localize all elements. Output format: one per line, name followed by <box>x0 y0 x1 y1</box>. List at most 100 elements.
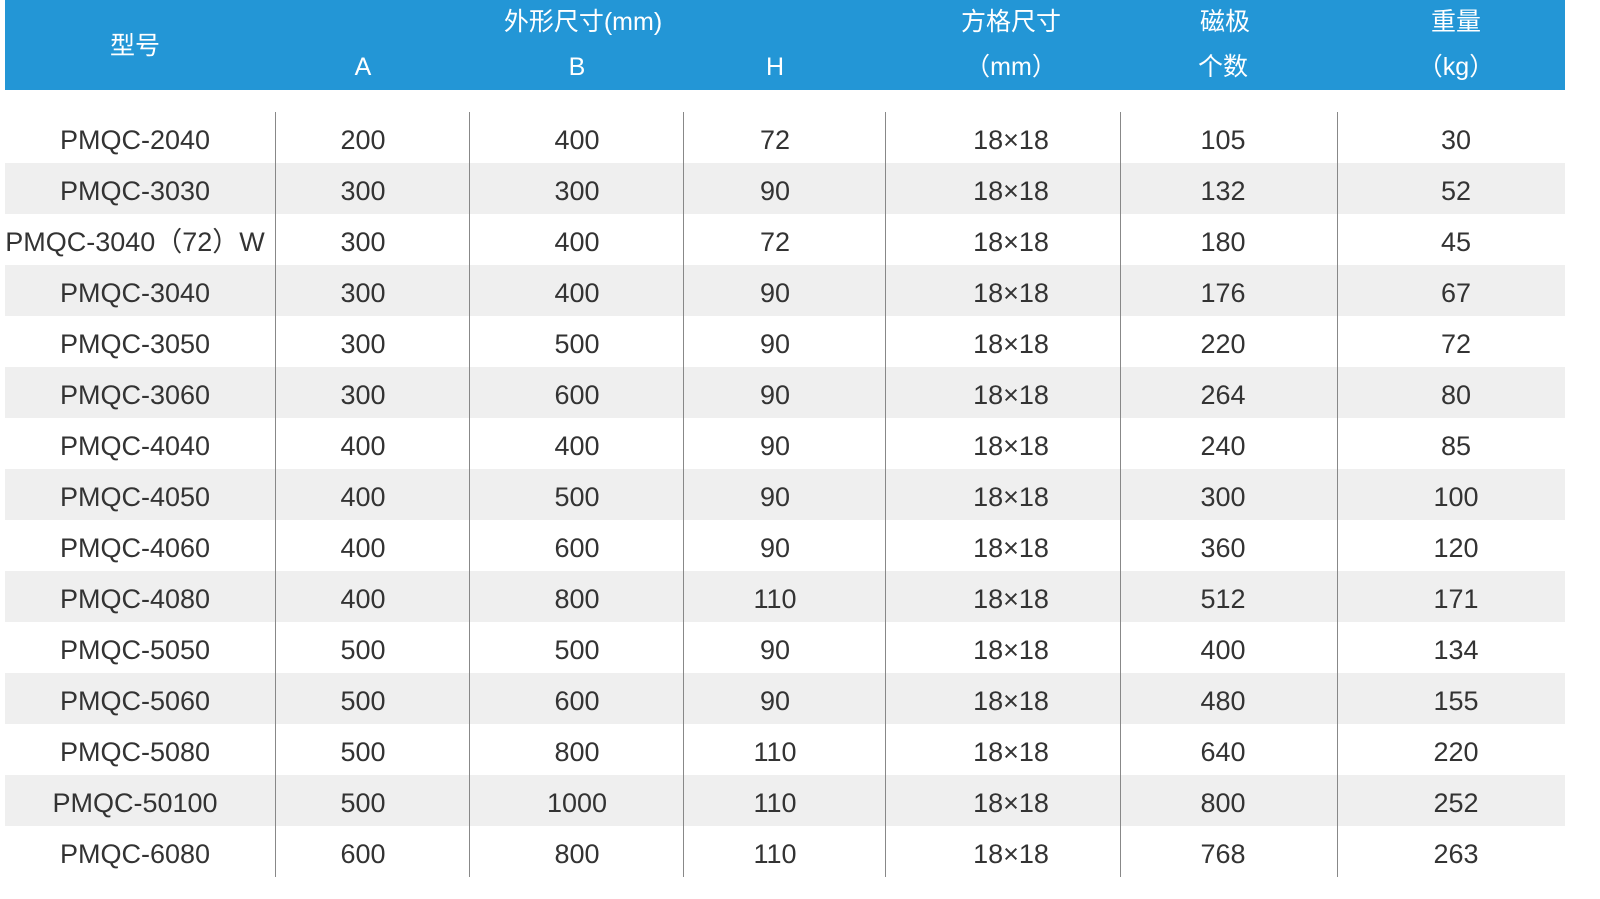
cell-grid-size: 18×18 <box>973 227 1049 257</box>
cell-poles: 264 <box>1200 380 1246 410</box>
table-row: PMQC-3050 300 500 90 18×18 220 72 <box>5 316 1565 367</box>
cell-model: PMQC-4080 <box>59 584 211 614</box>
cell-weight: 72 <box>1440 329 1472 359</box>
header-model: 型号 <box>109 32 161 60</box>
cell-grid-size: 18×18 <box>973 635 1049 665</box>
cell-grid-size: 18×18 <box>973 380 1049 410</box>
header-h: H <box>765 53 785 81</box>
header-grid-size: 方格尺寸 <box>960 8 1062 36</box>
cell-b: 400 <box>554 125 600 155</box>
cell-b: 400 <box>554 227 600 257</box>
table-row: PMQC-6080 600 800 110 18×18 768 263 <box>5 826 1565 877</box>
cell-weight: 85 <box>1440 431 1472 461</box>
cell-model: PMQC-5060 <box>59 686 211 716</box>
cell-grid-size: 18×18 <box>973 125 1049 155</box>
cell-a: 500 <box>340 788 386 818</box>
table-row: PMQC-4040 400 400 90 18×18 240 85 <box>5 418 1565 469</box>
cell-a: 500 <box>340 737 386 767</box>
cell-h: 72 <box>759 125 791 155</box>
cell-poles: 220 <box>1200 329 1246 359</box>
cell-h: 110 <box>753 839 797 869</box>
cell-poles: 800 <box>1200 788 1246 818</box>
column-divider <box>885 112 886 877</box>
column-divider <box>1120 112 1121 877</box>
cell-b: 600 <box>554 686 600 716</box>
cell-model: PMQC-2040 <box>59 125 211 155</box>
cell-b: 600 <box>554 533 600 563</box>
cell-h: 90 <box>759 431 791 461</box>
cell-model: PMQC-50100 <box>52 788 218 818</box>
cell-a: 400 <box>340 431 386 461</box>
cell-poles: 512 <box>1200 584 1246 614</box>
cell-model: PMQC-4040 <box>59 431 211 461</box>
cell-poles: 240 <box>1200 431 1246 461</box>
cell-model: PMQC-3040 <box>59 278 211 308</box>
table-row: PMQC-3040（72）W 300 400 72 18×18 180 45 <box>5 214 1565 265</box>
cell-grid-size: 18×18 <box>973 431 1049 461</box>
cell-a: 400 <box>340 584 386 614</box>
cell-model: PMQC-5050 <box>59 635 211 665</box>
cell-poles: 132 <box>1200 176 1246 206</box>
cell-b: 500 <box>554 482 600 512</box>
cell-a: 300 <box>340 278 386 308</box>
cell-grid-size: 18×18 <box>973 482 1049 512</box>
cell-b: 800 <box>554 737 600 767</box>
header-poles: 磁极 <box>1199 8 1251 36</box>
cell-model: PMQC-3040（72）W <box>5 227 265 257</box>
cell-a: 500 <box>340 686 386 716</box>
cell-model: PMQC-3060 <box>59 380 211 410</box>
cell-a: 300 <box>340 176 386 206</box>
table-row: PMQC-3040 300 400 90 18×18 176 67 <box>5 265 1565 316</box>
cell-h: 90 <box>759 278 791 308</box>
cell-grid-size: 18×18 <box>973 329 1049 359</box>
cell-h: 110 <box>753 584 797 614</box>
cell-b: 400 <box>554 431 600 461</box>
cell-weight: 30 <box>1440 125 1472 155</box>
cell-poles: 176 <box>1200 278 1246 308</box>
cell-poles: 180 <box>1200 227 1246 257</box>
column-divider <box>1337 112 1338 877</box>
cell-h: 90 <box>759 329 791 359</box>
cell-weight: 80 <box>1440 380 1472 410</box>
cell-b: 800 <box>554 839 600 869</box>
table-row: PMQC-4080 400 800 110 18×18 512 171 <box>5 571 1565 622</box>
cell-grid-size: 18×18 <box>973 788 1049 818</box>
cell-weight: 45 <box>1440 227 1472 257</box>
cell-grid-size: 18×18 <box>973 176 1049 206</box>
cell-grid-size: 18×18 <box>973 839 1049 869</box>
cell-weight: 252 <box>1433 788 1479 818</box>
table-row: PMQC-5080 500 800 110 18×18 640 220 <box>5 724 1565 775</box>
cell-poles: 105 <box>1200 125 1246 155</box>
table-header <box>5 0 1565 90</box>
cell-model: PMQC-3030 <box>59 176 211 206</box>
cell-weight: 134 <box>1433 635 1479 665</box>
cell-h: 90 <box>759 176 791 206</box>
cell-grid-size: 18×18 <box>973 533 1049 563</box>
header-weight-unit: （kg） <box>1417 53 1495 81</box>
table-row: PMQC-5050 500 500 90 18×18 400 134 <box>5 622 1565 673</box>
cell-h: 72 <box>759 227 791 257</box>
cell-poles: 640 <box>1200 737 1246 767</box>
table-row: PMQC-4050 400 500 90 18×18 300 100 <box>5 469 1565 520</box>
cell-a: 500 <box>340 635 386 665</box>
cell-weight: 120 <box>1433 533 1479 563</box>
cell-b: 500 <box>554 635 600 665</box>
cell-grid-size: 18×18 <box>973 278 1049 308</box>
cell-weight: 52 <box>1440 176 1472 206</box>
cell-poles: 480 <box>1200 686 1246 716</box>
cell-b: 300 <box>554 176 600 206</box>
cell-h: 110 <box>753 788 797 818</box>
cell-weight: 220 <box>1433 737 1479 767</box>
header-poles-count: 个数 <box>1197 53 1249 81</box>
cell-poles: 768 <box>1200 839 1246 869</box>
cell-a: 300 <box>340 380 386 410</box>
header-a: A <box>354 53 372 81</box>
cell-h: 90 <box>759 686 791 716</box>
cell-weight: 171 <box>1433 584 1479 614</box>
cell-model: PMQC-5080 <box>59 737 211 767</box>
cell-h: 90 <box>759 380 791 410</box>
cell-b: 500 <box>554 329 600 359</box>
cell-h: 90 <box>759 635 791 665</box>
cell-b: 1000 <box>546 788 608 818</box>
cell-h: 90 <box>759 482 791 512</box>
